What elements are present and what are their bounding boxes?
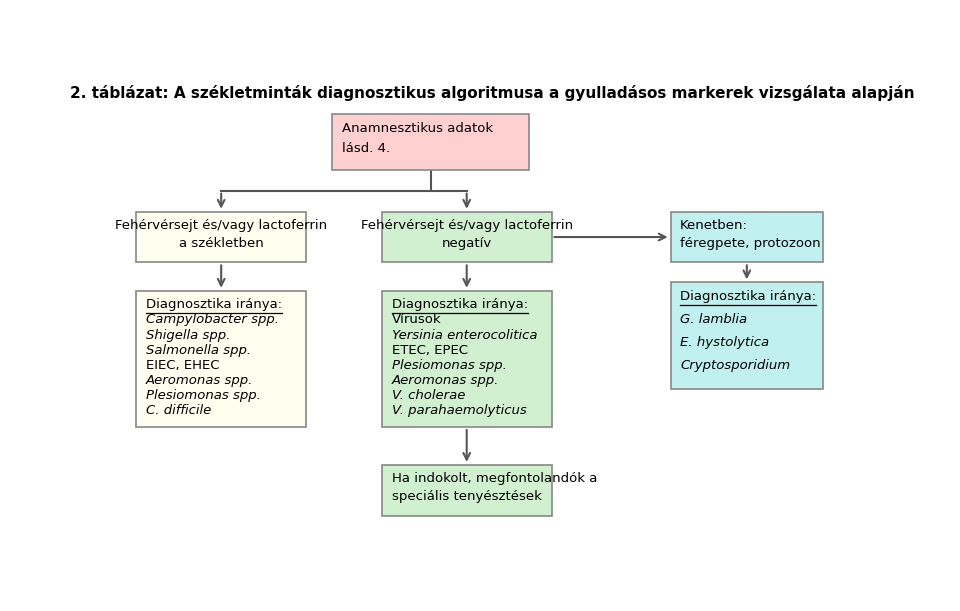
Text: Aeromonas spp.: Aeromonas spp. <box>146 374 253 387</box>
FancyBboxPatch shape <box>136 211 306 263</box>
Text: Fehérvérsejt és/vagy lactoferrin: Fehérvérsejt és/vagy lactoferrin <box>361 219 573 232</box>
FancyBboxPatch shape <box>136 291 306 427</box>
Text: Anamnesztikus adatok: Anamnesztikus adatok <box>342 122 492 135</box>
Text: Diagnosztika iránya:: Diagnosztika iránya: <box>146 298 282 311</box>
Text: Ha indokolt, megfontolandók a: Ha indokolt, megfontolandók a <box>392 472 597 485</box>
Text: Campylobacter spp.: Campylobacter spp. <box>146 313 279 326</box>
FancyBboxPatch shape <box>382 211 551 263</box>
Text: E. hystolytica: E. hystolytica <box>681 336 769 349</box>
Text: speciális tenyésztések: speciális tenyésztések <box>392 490 541 503</box>
FancyBboxPatch shape <box>670 211 823 263</box>
Text: Cryptosporidium: Cryptosporidium <box>681 359 790 372</box>
Text: Salmonella spp.: Salmonella spp. <box>146 344 252 357</box>
Text: a székletben: a székletben <box>179 237 264 250</box>
FancyBboxPatch shape <box>382 291 551 427</box>
Text: 2. táblázat: A székletminták diagnosztikus algoritmusa a gyulladásos markerek vi: 2. táblázat: A székletminták diagnosztik… <box>70 85 914 101</box>
Text: Shigella spp.: Shigella spp. <box>146 329 230 342</box>
Text: Diagnosztika iránya:: Diagnosztika iránya: <box>681 290 816 302</box>
Text: G. lamblia: G. lamblia <box>681 313 747 326</box>
Text: féregpete, protozoon: féregpete, protozoon <box>681 237 821 250</box>
FancyBboxPatch shape <box>670 282 823 389</box>
Text: V. parahaemolyticus: V. parahaemolyticus <box>392 404 526 417</box>
Text: Kenetben:: Kenetben: <box>681 219 748 232</box>
Text: C. difficile: C. difficile <box>146 404 211 417</box>
Text: negatív: negatív <box>442 237 492 250</box>
Text: lásd. 4.: lásd. 4. <box>342 142 390 155</box>
Text: ETEC, EPEC: ETEC, EPEC <box>392 344 468 357</box>
Text: Plesiomonas spp.: Plesiomonas spp. <box>392 359 507 372</box>
Text: Aeromonas spp.: Aeromonas spp. <box>392 374 499 387</box>
Text: Yersinia enterocolitica: Yersinia enterocolitica <box>392 329 537 342</box>
FancyBboxPatch shape <box>382 465 551 516</box>
Text: Fehérvérsejt és/vagy lactoferrin: Fehérvérsejt és/vagy lactoferrin <box>115 219 327 232</box>
Text: Vírusok: Vírusok <box>392 313 442 326</box>
FancyBboxPatch shape <box>332 114 529 170</box>
Text: V. cholerae: V. cholerae <box>392 389 465 402</box>
Text: EIEC, EHEC: EIEC, EHEC <box>146 359 220 372</box>
Text: Diagnosztika iránya:: Diagnosztika iránya: <box>392 298 528 311</box>
Text: Plesiomonas spp.: Plesiomonas spp. <box>146 389 261 402</box>
